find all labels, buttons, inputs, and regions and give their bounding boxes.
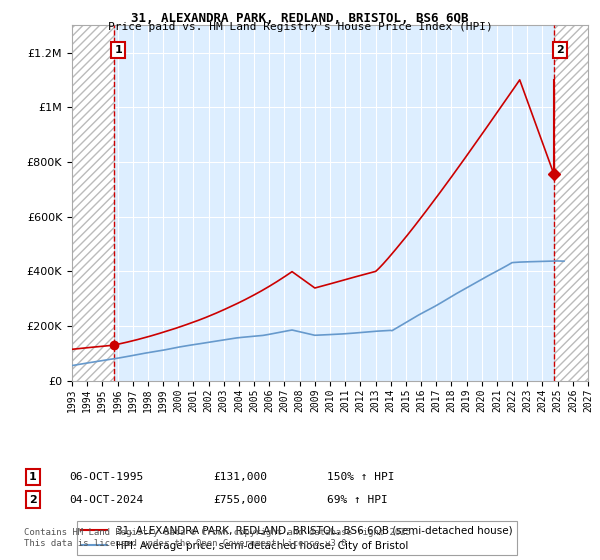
Legend: 31, ALEXANDRA PARK, REDLAND, BRISTOL, BS6 6QB (semi-detached house), HPI: Averag: 31, ALEXANDRA PARK, REDLAND, BRISTOL, BS… [77,521,517,554]
Text: 150% ↑ HPI: 150% ↑ HPI [327,472,395,482]
Text: 06-OCT-1995: 06-OCT-1995 [69,472,143,482]
Text: £131,000: £131,000 [213,472,267,482]
Text: 2: 2 [556,45,564,55]
Text: £755,000: £755,000 [213,494,267,505]
Text: Contains HM Land Registry data © Crown copyright and database right 2025.
This d: Contains HM Land Registry data © Crown c… [24,528,416,548]
Text: 2: 2 [29,494,37,505]
Text: Price paid vs. HM Land Registry's House Price Index (HPI): Price paid vs. HM Land Registry's House … [107,22,493,32]
Text: 04-OCT-2024: 04-OCT-2024 [69,494,143,505]
Text: 1: 1 [115,45,122,55]
Text: 31, ALEXANDRA PARK, REDLAND, BRISTOL, BS6 6QB: 31, ALEXANDRA PARK, REDLAND, BRISTOL, BS… [131,12,469,25]
Text: 1: 1 [29,472,37,482]
Text: 69% ↑ HPI: 69% ↑ HPI [327,494,388,505]
